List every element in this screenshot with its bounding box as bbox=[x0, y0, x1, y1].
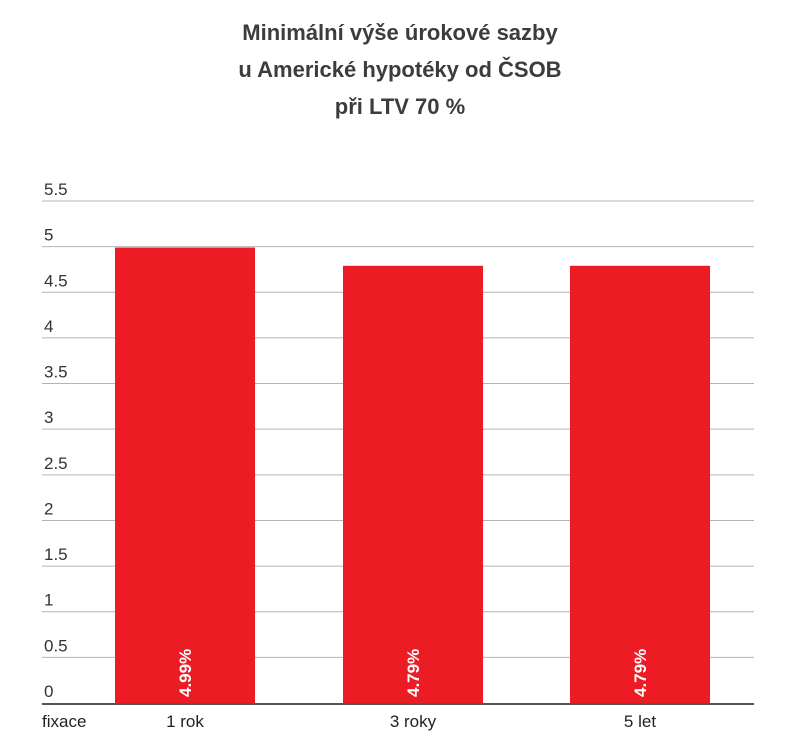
labels: 0 0.5 1 1.5 2 2.5 3 3.5 4 4.5 5 5.5 4.99% 1 rok 4.79% 3… bbox=[42, 180, 656, 731]
chart-title-line-3: při LTV 70 % bbox=[334, 94, 466, 119]
x-category-label: 5 let bbox=[624, 712, 656, 731]
bar bbox=[343, 265, 483, 703]
x-category-label: 1 rok bbox=[166, 712, 204, 731]
y-tick-label: 4 bbox=[44, 317, 53, 336]
bar-value-label: 4.99% bbox=[176, 649, 195, 697]
y-tick-label: 3 bbox=[44, 408, 53, 427]
y-tick-label: 1 bbox=[44, 591, 53, 610]
bars bbox=[115, 247, 710, 704]
x-category-label: 3 roky bbox=[390, 712, 437, 731]
y-tick-label: 2.5 bbox=[44, 454, 68, 473]
bar bbox=[115, 247, 255, 704]
chart-title-line-2: u Americké hypotéky od ČSOB bbox=[238, 57, 562, 82]
y-tick-label: 0.5 bbox=[44, 636, 68, 655]
bar-value-label: 4.79% bbox=[404, 649, 423, 697]
chart-title-line-1: Minimální výše úrokové sazby bbox=[242, 20, 558, 45]
bar bbox=[570, 265, 710, 703]
y-tick-label: 0 bbox=[44, 682, 53, 701]
y-tick-label: 2 bbox=[44, 499, 53, 518]
y-tick-label: 5.5 bbox=[44, 180, 68, 199]
x-axis-title: fixace bbox=[42, 712, 86, 731]
chart-title: Minimální výše úrokové sazby u Americké … bbox=[0, 14, 800, 125]
y-tick-label: 1.5 bbox=[44, 545, 68, 564]
y-tick-label: 5 bbox=[44, 226, 53, 245]
y-tick-label: 4.5 bbox=[44, 271, 68, 290]
bar-value-label: 4.79% bbox=[631, 649, 650, 697]
y-tick-label: 3.5 bbox=[44, 363, 68, 382]
